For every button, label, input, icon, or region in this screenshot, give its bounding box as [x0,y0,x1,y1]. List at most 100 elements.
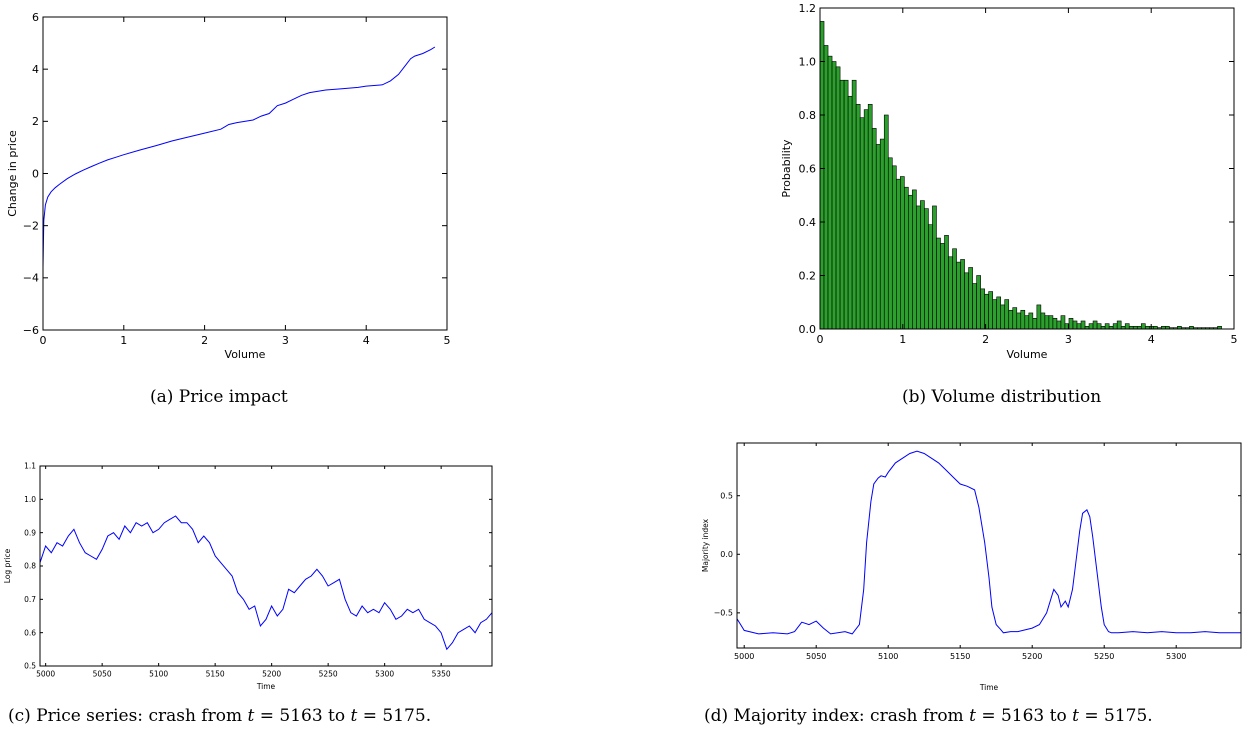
x-tick-label: 5350 [432,670,451,679]
x-tick-label: 5150 [950,652,970,661]
histogram-bar [980,288,985,330]
y-tick-label: 0 [32,167,39,180]
histogram-bar [924,208,929,330]
caption-c: (c) Price series: crash from t = 5163 to… [8,706,432,726]
x-tick-label: 5200 [262,670,281,679]
caption-a: (a) Price impact [150,387,288,407]
histogram-bar [1076,323,1082,330]
histogram-bar [891,165,897,330]
y-tick-label: 4 [32,63,39,76]
histogram-bar [964,272,969,330]
x-tick-label: 3 [282,334,289,347]
series-line [736,450,1241,635]
histogram-bar [835,66,841,330]
histogram-bar [912,189,917,330]
histogram-bar [952,248,957,330]
y-tick-label: 0.4 [799,216,817,229]
histogram-bar [956,261,961,330]
x-tick-label: 0 [40,334,47,347]
y-tick-label: −6 [23,324,39,337]
histogram-bar [867,104,873,330]
x-tick-label: 4 [363,334,370,347]
y-tick-label: 1.2 [799,2,817,15]
histogram-bar [1112,323,1118,330]
y-axis-label: Log price [3,548,12,583]
histogram-bar [887,157,893,330]
panel-d: 5000 5050 5100 5150 5200 5250 5300 −0.5 0.0 0.5 Ti… [698,440,1243,700]
y-tick-label: 0.5 [24,662,36,671]
histogram-bar [1060,315,1066,330]
histogram-bar [831,61,837,330]
chart-volume-distribution: 0 1 2 3 4 5 0.0 0.2 0.4 0.6 0.8 1.0 1.2 Volume Probabi… [780,2,1238,361]
x-tick-label: 5250 [1094,652,1114,661]
y-tick-label: 6 [32,11,39,24]
plot-frame [736,442,1242,649]
histogram-bar [1028,312,1034,330]
histogram-bar [839,79,845,330]
y-tick-label: 1.1 [24,462,36,471]
histogram-bar [819,21,825,330]
x-tick-label: 5 [444,334,451,347]
y-tick-label: 1.0 [799,55,817,68]
x-tick-label: 5000 [734,652,754,661]
histogram-bar [1052,317,1058,330]
y-tick-label: 0.8 [24,562,36,571]
histogram-bar [1020,309,1026,330]
histogram-bar [1140,323,1146,330]
histogram-bar [1000,304,1006,330]
y-axis-label: Change in price [6,130,19,217]
histogram-bar [988,291,993,330]
y-tick-label: −4 [23,272,39,285]
histogram-bar [936,237,941,330]
histogram-bar [879,138,885,330]
panel-c: 5000 5050 5100 5150 5200 5250 5300 5350 0.5 0.6 0.… [0,458,500,698]
histogram-bar [1004,299,1010,330]
histogram-bar [1032,317,1038,330]
panel-a: 0 1 2 3 4 5 −6 −4 −2 0 2 4 6 Volume Change in price [0,0,460,361]
plot-frame [42,16,448,331]
histogram-bar [904,186,909,330]
y-tick-label: 0.0 [799,323,817,336]
histogram-bar [875,144,881,330]
x-tick-label: 1 [899,333,906,346]
histogram-bar [843,79,849,330]
x-axis-label: Time [256,682,276,691]
histogram-bar [1048,315,1054,330]
x-tick-label: 5000 [36,670,55,679]
caption-b: (b) Volume distribution [902,387,1102,407]
x-axis-label: Volume [1007,348,1048,360]
histogram-bar [863,109,869,330]
histogram-bar [960,259,965,330]
y-tick-label: 2 [32,115,39,128]
histogram-bar [883,114,889,330]
histogram-bar [1044,315,1050,330]
y-tick-label: 0.5 [720,492,733,501]
histogram-bar [976,275,981,330]
y-tick-label: 0.7 [24,595,36,604]
x-tick-label: 2 [201,334,208,347]
histogram-bar [1072,320,1078,330]
histogram-bar [1036,304,1042,330]
histogram-bar [823,45,829,330]
histogram-bar [1016,312,1022,330]
histogram-bar [871,128,877,330]
y-tick-label: 0.9 [24,528,36,537]
histogram-bar [928,224,933,330]
x-tick-label: 5 [1231,333,1238,346]
x-tick-label: 1 [120,334,127,347]
histogram-bar [968,267,973,330]
panel-b: 0 1 2 3 4 5 0.0 0.2 0.4 0.6 0.8 1.0 1.2 Volume Probabi… [775,0,1240,361]
histogram-bar [1068,317,1074,330]
caption-d: (d) Majority index: crash from t = 5163 … [704,706,1153,726]
x-tick-label: 5050 [806,652,826,661]
histogram-bar [855,104,861,330]
histogram-bar [1088,323,1094,330]
y-tick-label: −2 [23,220,39,233]
histogram-bar [996,296,1002,330]
histogram-bar [1040,312,1046,330]
x-tick-label: 0 [817,333,824,346]
x-tick-label: 5300 [375,670,394,679]
histogram-bar [940,243,945,330]
histogram-bar [1056,320,1062,330]
y-axis-label: Probability [780,139,793,198]
